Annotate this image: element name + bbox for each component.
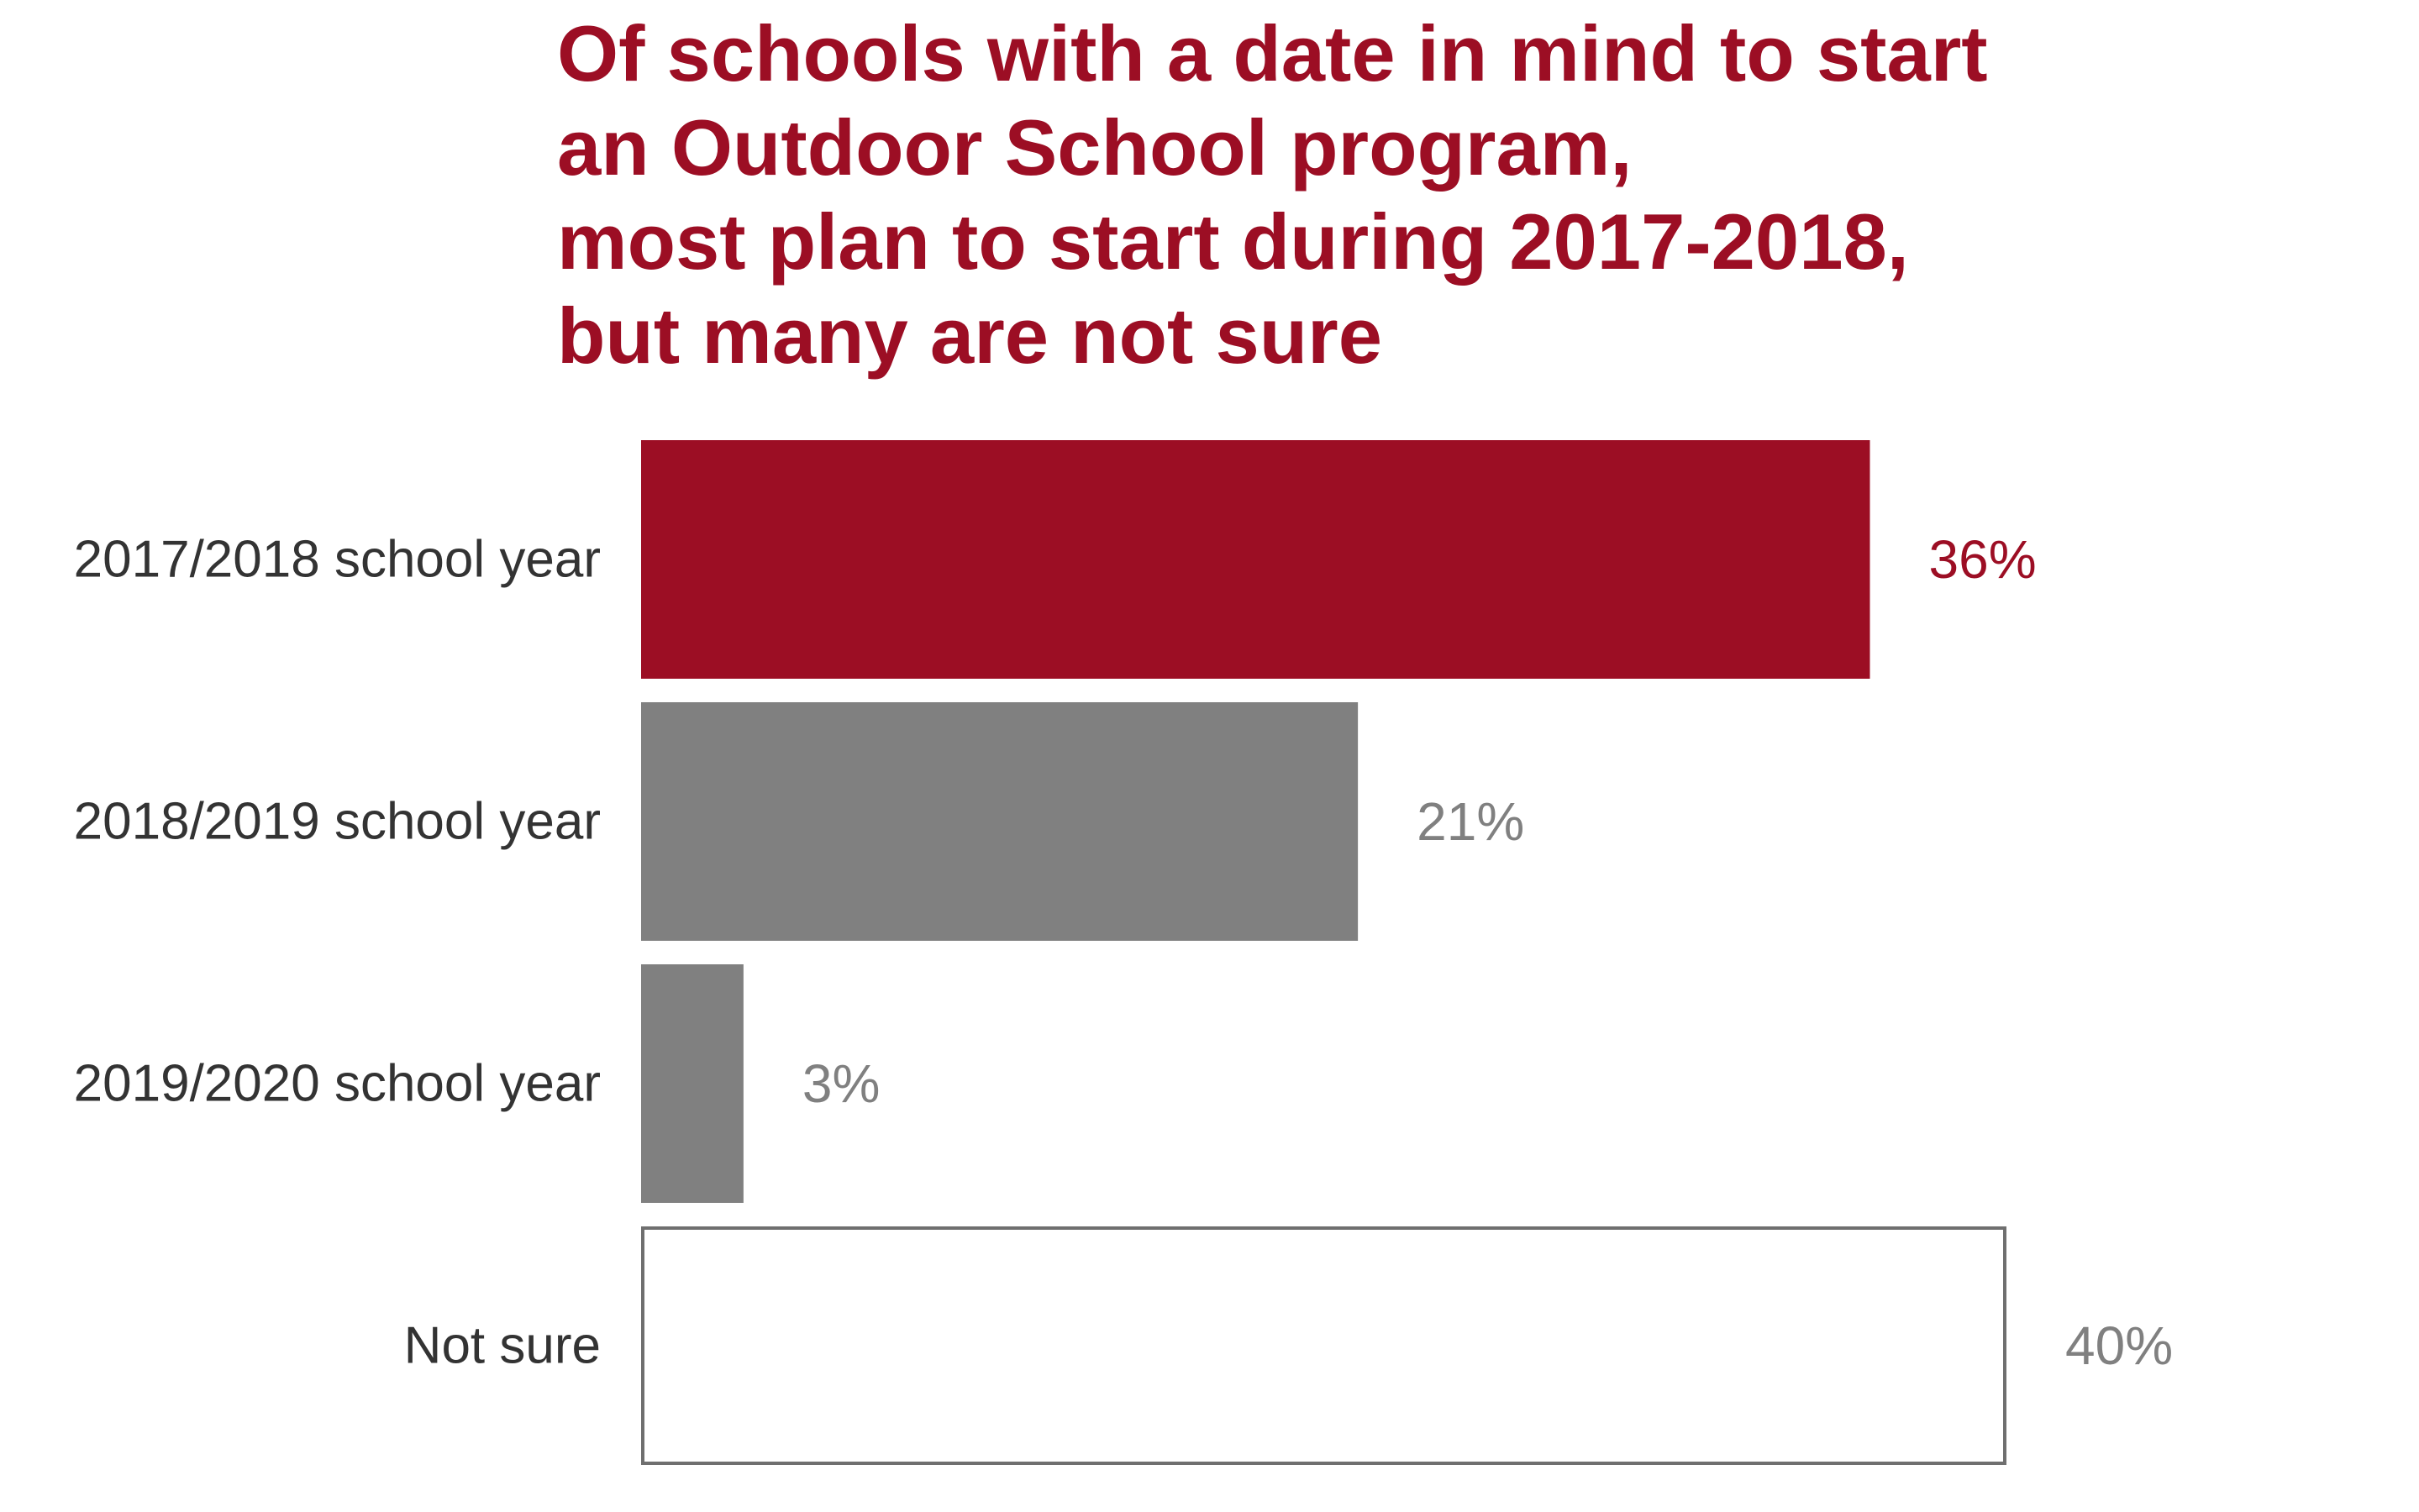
chart-title-line-3: most plan to start during 2017-2018, <box>557 197 1909 286</box>
chart-title: Of schools with a date in mind to start … <box>557 7 2322 383</box>
chart-title-line-1: Of schools with a date in mind to start <box>557 9 1988 97</box>
value-label-2: 21% <box>1417 791 1524 852</box>
value-label-3: 3% <box>802 1053 881 1114</box>
category-label-4: Not sure <box>404 1317 601 1375</box>
bar-1 <box>641 440 1870 679</box>
bar-4 <box>641 1226 2006 1465</box>
value-label-1: 36% <box>1929 529 2037 590</box>
bar-3 <box>641 964 744 1203</box>
category-label-3: 2019/2020 school year <box>74 1055 601 1113</box>
value-label-4: 40% <box>2065 1315 2173 1376</box>
category-label-1: 2017/2018 school year <box>74 531 601 589</box>
chart-title-line-4: but many are not sure <box>557 291 1382 380</box>
bar-2 <box>641 702 1359 941</box>
category-label-2: 2018/2019 school year <box>74 793 601 851</box>
chart-title-line-2: an Outdoor School program, <box>557 103 1633 192</box>
